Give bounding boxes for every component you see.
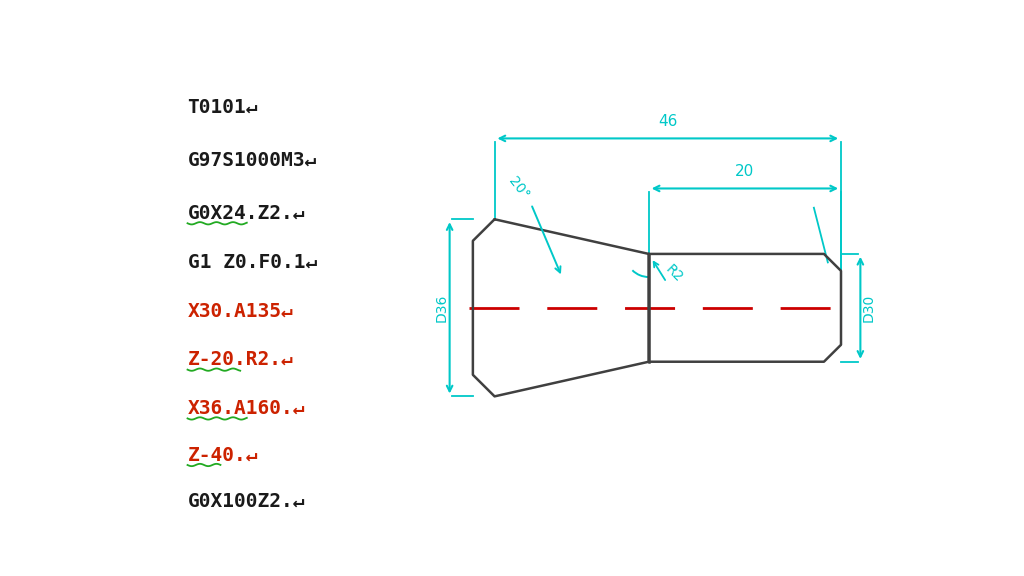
Text: G1 Z0.F0.1↵: G1 Z0.F0.1↵ (187, 252, 316, 271)
Text: G97S1000M3↵: G97S1000M3↵ (187, 150, 316, 169)
Text: 20: 20 (735, 164, 755, 179)
Text: G0X24.Z2.↵: G0X24.Z2.↵ (187, 204, 305, 223)
Text: 20°: 20° (506, 175, 531, 202)
Text: D36: D36 (435, 294, 449, 322)
Text: R2: R2 (663, 262, 686, 285)
Text: Z-40.↵: Z-40.↵ (187, 445, 258, 464)
Text: X30.A135↵: X30.A135↵ (187, 301, 293, 320)
Text: G0X100Z2.↵: G0X100Z2.↵ (187, 492, 305, 511)
Text: 46: 46 (658, 114, 678, 129)
Text: Z-20.R2.↵: Z-20.R2.↵ (187, 350, 293, 369)
Text: X36.A160.↵: X36.A160.↵ (187, 399, 305, 418)
Text: D30: D30 (861, 294, 876, 322)
Text: T0101↵: T0101↵ (187, 97, 258, 116)
